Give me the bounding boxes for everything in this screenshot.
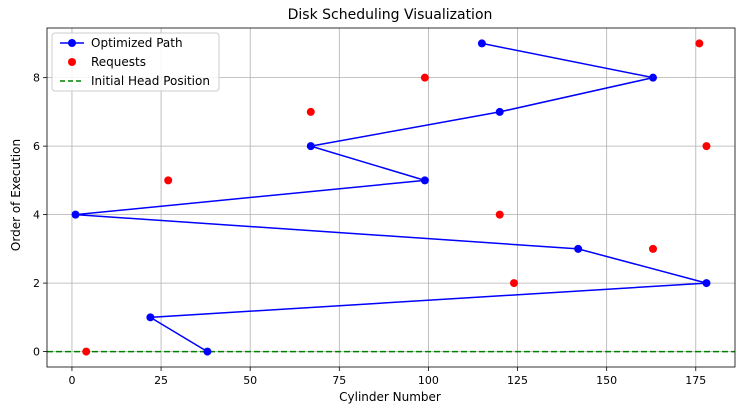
x-axis-label: Cylinder Number xyxy=(339,390,441,404)
legend-label: Optimized Path xyxy=(91,36,183,50)
request-point xyxy=(82,347,91,356)
x-tick-label: 175 xyxy=(685,374,706,387)
request-point xyxy=(164,176,173,185)
chart-title: Disk Scheduling Visualization xyxy=(288,7,493,23)
x-tick-label: 0 xyxy=(68,374,75,387)
request-point xyxy=(702,142,711,151)
data-points xyxy=(71,39,711,356)
path-point xyxy=(702,279,711,288)
y-tick-label: 6 xyxy=(33,140,40,153)
y-tick-label: 2 xyxy=(33,277,40,290)
legend-label: Requests xyxy=(91,55,146,69)
legend-label: Initial Head Position xyxy=(91,74,210,88)
legend: Optimized Path Requests Initial Head Posit… xyxy=(51,32,220,92)
request-point xyxy=(420,73,429,82)
path-point xyxy=(574,244,583,253)
y-tick-label: 4 xyxy=(33,209,40,222)
legend-marker-swatch xyxy=(68,39,76,47)
path-point xyxy=(306,142,315,151)
x-tick-label: 150 xyxy=(596,374,617,387)
x-tick-label: 75 xyxy=(332,374,346,387)
request-point xyxy=(509,279,518,288)
legend-marker-swatch xyxy=(68,58,76,66)
path-point xyxy=(203,347,212,356)
x-tick-label: 50 xyxy=(243,374,257,387)
optimized-path-line xyxy=(75,42,707,353)
path-point xyxy=(420,176,429,185)
path-point xyxy=(146,313,155,322)
request-point xyxy=(495,210,504,219)
y-axis-label: Order of Execution xyxy=(9,139,23,251)
path-point xyxy=(477,39,486,48)
plot-frame xyxy=(46,27,736,368)
x-tick-label: 25 xyxy=(154,374,168,387)
x-tick-label: 100 xyxy=(418,374,439,387)
legend-box xyxy=(51,32,220,92)
tick-labels: 0 25 50 75 100 125 150 175 0 2 4 6 8 xyxy=(33,72,706,387)
path-point xyxy=(649,73,658,82)
x-tick-label: 125 xyxy=(507,374,528,387)
path-point xyxy=(495,107,504,116)
request-point xyxy=(306,107,315,116)
path-point xyxy=(71,210,80,219)
series-lines xyxy=(75,42,707,353)
y-tick-label: 8 xyxy=(33,72,40,85)
request-point xyxy=(649,244,658,253)
y-tick-label: 0 xyxy=(33,346,40,359)
request-point xyxy=(695,39,704,48)
axes xyxy=(43,27,736,371)
